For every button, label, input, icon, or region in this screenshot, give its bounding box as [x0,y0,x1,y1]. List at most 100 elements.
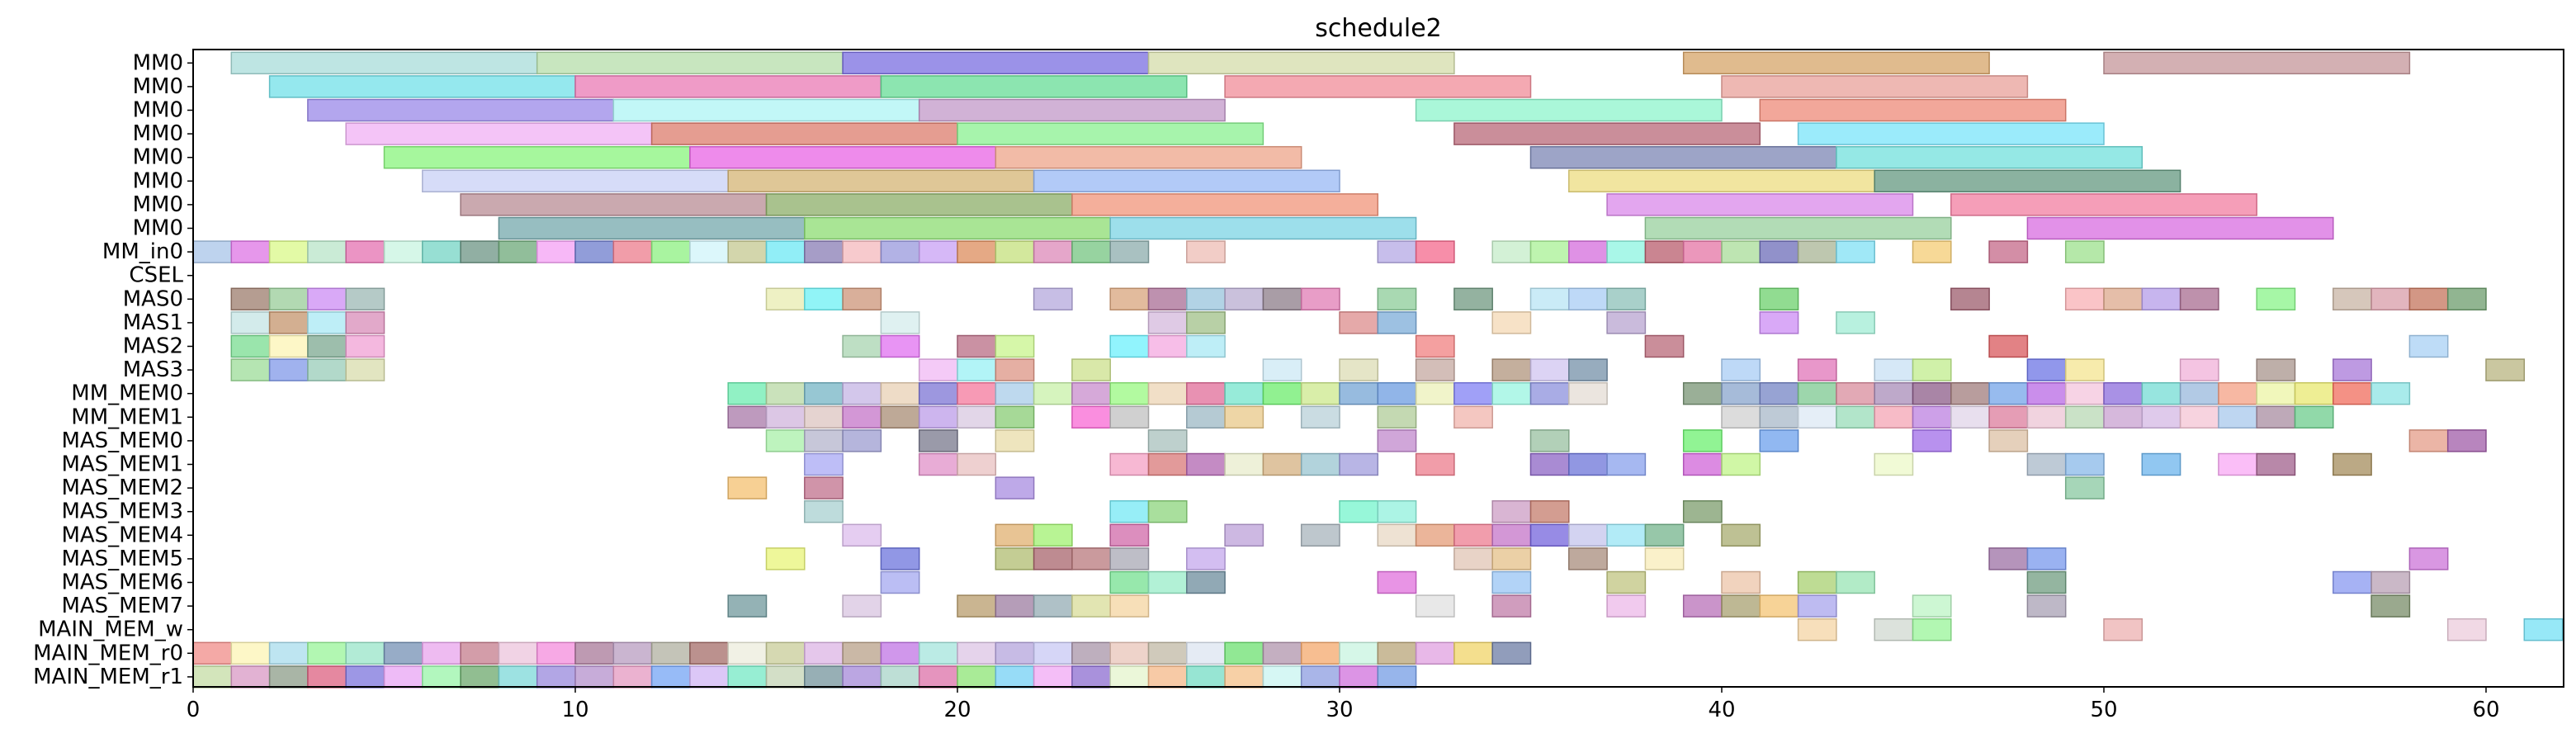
task-bar [880,75,1188,98]
task-bar [574,75,882,98]
task-bar [1912,429,1952,452]
task-bar [2064,287,2105,311]
task-bar [1797,381,1837,405]
task-bar [1262,381,1302,405]
task-bar [1568,523,1608,547]
task-bar [2179,405,2219,429]
task-bar [192,641,233,665]
task-bar [1529,523,1570,547]
task-bar [1300,665,1340,689]
task-bar [995,547,1035,570]
task-bar [1491,641,1532,665]
task-bar [842,405,882,429]
y-tick-label: MAIN_MEM_w [38,618,183,642]
task-bar [2408,429,2449,452]
task-bar [880,311,920,334]
task-bar [918,240,958,263]
task-bar [1453,405,1493,429]
x-tick-label: 30 [1326,698,1353,722]
task-bar [1606,311,1647,334]
task-bar [1836,405,1875,429]
task-bar [1262,641,1302,665]
task-bar [1147,452,1188,476]
task-bar [1759,381,1799,405]
task-bar [1759,594,1799,618]
task-bar [1988,405,2029,429]
task-bar [765,240,806,263]
task-bar [918,405,958,429]
task-bar [842,381,882,405]
task-bar [1415,381,1455,405]
task-bar [1491,311,1532,334]
task-bar [804,476,844,499]
task-bar [1147,51,1455,75]
task-bar [1033,594,1073,618]
task-bar [536,665,576,689]
task-bar [192,665,233,689]
task-bar [230,358,271,381]
task-bar [268,75,576,98]
task-bar [1300,641,1340,665]
task-bar [1300,405,1340,429]
task-bar [880,381,920,405]
task-bar [1262,287,1302,311]
task-bar [345,358,385,381]
y-tick-label: MAS_MEM6 [61,570,183,595]
task-bar [804,216,1111,240]
task-bar [1071,405,1111,429]
task-bar [880,240,920,263]
task-bar [842,51,1150,75]
task-bar [345,122,653,145]
task-bar [2408,547,2449,570]
task-bar [1377,570,1417,594]
task-bar [345,641,385,665]
task-bar [1491,381,1532,405]
task-bar [2333,287,2372,311]
task-bar [2064,240,2105,263]
task-bar [2141,405,2181,429]
task-bar [689,240,729,263]
task-bar [957,594,997,618]
task-bar [2294,381,2334,405]
task-bar [307,358,347,381]
task-bar [1568,240,1608,263]
task-bar [2179,358,2219,381]
task-bar [727,169,1035,193]
y-tick-label: MAIN_MEM_r1 [33,665,183,689]
task-bar [1224,452,1264,476]
task-bar [727,476,768,499]
task-bar [1377,523,1417,547]
task-bar [995,429,1035,452]
task-bar [918,452,958,476]
task-bar [1224,665,1264,689]
task-bar [1339,499,1379,523]
task-bar [2256,381,2296,405]
task-bar [2294,405,2334,429]
task-bar [612,240,653,263]
y-tick-label: MM0 [133,168,183,193]
task-bar [995,145,1302,169]
task-bar [1147,641,1188,665]
task-bar [2179,381,2219,405]
task-bar [2446,287,2487,311]
task-bar [1262,358,1302,381]
task-bar [1071,381,1111,405]
y-tick-label: MAS2 [123,334,183,359]
task-bar [1606,570,1647,594]
task-bar [765,665,806,689]
task-bar [1453,381,1493,405]
task-bar [1109,240,1150,263]
task-bar [345,287,385,311]
task-bar [307,240,347,263]
task-bar [1033,381,1073,405]
task-bar [498,665,538,689]
task-bar [536,51,844,75]
task-bar [1988,240,2029,263]
task-bar [1453,641,1493,665]
task-bar [1721,381,1761,405]
task-bar [268,334,309,358]
task-bar [1759,311,1799,334]
task-bar [918,429,958,452]
task-bar [574,641,615,665]
task-bar [460,641,500,665]
